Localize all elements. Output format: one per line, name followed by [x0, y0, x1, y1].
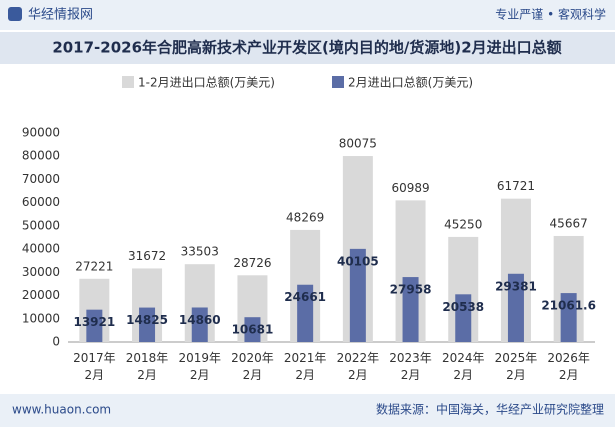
value-label: 13921	[73, 315, 115, 329]
x-tick-label: 2022年 2月	[337, 351, 380, 382]
value-label: 61721	[497, 179, 535, 193]
logo	[8, 7, 22, 21]
value-label: 29381	[495, 279, 537, 293]
x-tick-label: 2026年 2月	[547, 351, 590, 382]
x-tick-label: 2023年 2月	[389, 351, 432, 382]
y-tick-label: 10000	[22, 311, 60, 325]
value-label: 33503	[181, 245, 219, 259]
y-tick-label: 20000	[22, 288, 60, 302]
title-bar	[0, 32, 615, 64]
value-label: 14860	[179, 313, 221, 327]
legend-label: 2月进出口总额(万美元)	[348, 76, 473, 90]
bar	[349, 248, 366, 342]
website: www.huaon.com	[12, 403, 111, 417]
value-label: 45667	[550, 216, 588, 230]
value-label: 21061.6	[541, 299, 596, 313]
value-label: 45250	[444, 217, 482, 231]
y-tick-label: 40000	[22, 242, 60, 256]
value-label: 28726	[233, 256, 271, 270]
source: 数据来源：中国海关，华经产业研究院整理	[376, 402, 604, 417]
y-tick-label: 60000	[22, 195, 60, 209]
x-tick-label: 2020年 2月	[231, 351, 274, 382]
legend-swatch	[332, 76, 344, 88]
value-label: 40105	[337, 254, 379, 268]
value-label: 80075	[339, 137, 377, 151]
header-bar	[0, 0, 615, 30]
value-label: 10681	[232, 323, 274, 337]
bar	[86, 309, 103, 342]
value-label: 27958	[390, 283, 432, 297]
bar	[560, 293, 577, 342]
y-tick-label: 90000	[22, 126, 60, 140]
value-label: 20538	[442, 300, 484, 314]
bar	[507, 273, 524, 342]
brand: 华经情报网	[28, 8, 93, 23]
y-tick-label: 30000	[22, 265, 60, 279]
x-tick-label: 2019年 2月	[178, 351, 221, 382]
value-label: 31672	[128, 249, 166, 263]
bar	[139, 307, 156, 342]
y-tick-label: 70000	[22, 172, 60, 186]
chart-title: 2017-2026年合肥高新技术产业开发区(境内目的地/货源地)2月进出口总额	[52, 39, 561, 57]
footer-bar	[0, 394, 615, 427]
value-label: 27221	[75, 259, 113, 273]
bar	[455, 294, 472, 342]
value-label: 24661	[284, 290, 326, 304]
bar	[191, 307, 208, 342]
bar	[244, 317, 261, 342]
slogan: 专业严谨 • 客观科学	[495, 7, 606, 22]
x-tick-label: 2024年 2月	[442, 351, 485, 382]
legend-swatch	[122, 76, 134, 88]
legend-label: 1-2月进出口总额(万美元)	[138, 76, 275, 90]
y-tick-label: 0	[52, 335, 60, 349]
value-label: 14825	[126, 313, 168, 327]
bar	[402, 277, 419, 342]
value-label: 60989	[391, 181, 429, 195]
x-tick-label: 2018年 2月	[126, 351, 169, 382]
x-tick-label: 2025年 2月	[495, 351, 538, 382]
bar	[297, 284, 314, 342]
value-label: 48269	[286, 210, 324, 224]
y-tick-label: 50000	[22, 218, 60, 232]
y-tick-label: 80000	[22, 149, 60, 163]
x-tick-label: 2017年 2月	[73, 351, 116, 382]
x-tick-label: 2021年 2月	[284, 351, 327, 382]
